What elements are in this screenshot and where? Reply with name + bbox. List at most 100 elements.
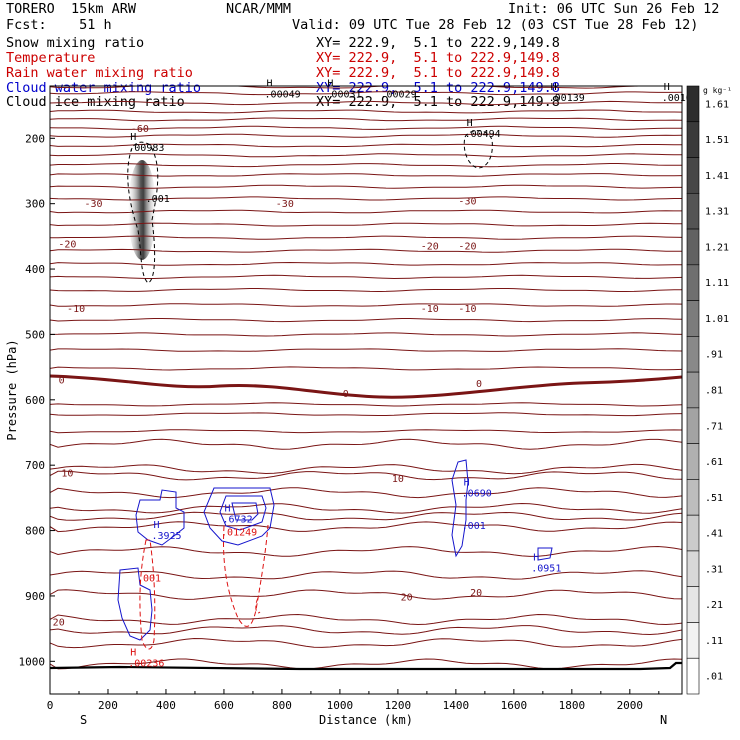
isotherm-line: [50, 248, 682, 253]
extremum-marker: H: [153, 520, 159, 531]
isotherm-line: [50, 303, 682, 307]
x-end-label-north: N: [660, 713, 667, 727]
field-name-rain: Rain water mixing ratio: [6, 65, 193, 81]
isotherm-line: [50, 91, 682, 96]
isotherm-line: [50, 261, 682, 266]
cloud-water-contour: [451, 459, 469, 558]
isotherm-line: [50, 429, 682, 434]
y-tick-label: 800: [25, 525, 45, 538]
isotherm-line: [50, 109, 682, 114]
extremum-value: .00031: [325, 90, 361, 101]
x-tick-label: 1000: [327, 699, 354, 712]
x-end-label-south: S: [80, 713, 87, 727]
extremum-marker: H: [130, 647, 136, 658]
colorbar-label: 1.11: [705, 278, 729, 289]
colorbar: 1.61 1.51 1.41 1.31 1.21 1.11 1.01 .91 .81 .71 .61…: [686, 85, 732, 695]
colorbar-label: 1.01: [705, 314, 729, 325]
ground-line: [50, 661, 682, 671]
x-axis-title: Distance (km): [319, 713, 413, 727]
y-axis-title: Pressure (hPa): [5, 339, 19, 440]
isotherm-line: [50, 288, 682, 293]
colorbar-label: .71: [705, 421, 723, 432]
extremum-marker: H: [467, 118, 473, 129]
cloud-water-contour: [203, 487, 275, 546]
isotherm-line: [50, 412, 682, 417]
forecast-hour: Fcst: 51 h: [6, 17, 112, 33]
colorbar-segment: [686, 622, 700, 659]
colorbar-segment: [686, 443, 700, 480]
extremum-value: .0690: [462, 488, 492, 499]
x-tick-label: 1600: [501, 699, 528, 712]
extremum-marker: H: [224, 503, 230, 514]
colorbar-segment: [686, 121, 700, 158]
isotherm-line: [50, 438, 682, 450]
y-tick-label: 200: [25, 132, 45, 145]
isotherm-line: [50, 184, 682, 189]
isotherm-line: [50, 521, 682, 533]
colorbar-label: 1.51: [705, 135, 729, 146]
isotherm-line: [50, 173, 682, 177]
isotherm-line: [50, 402, 682, 407]
extremum-marker: H: [664, 82, 670, 93]
isotherm-label: 0: [476, 379, 482, 390]
colorbar-label: 1.21: [705, 242, 729, 253]
valid-time: Valid: 09 UTC Tue 28 Feb 12 (03 CST Tue …: [292, 17, 699, 33]
colorbar-label: .41: [705, 529, 723, 540]
colorbar-label: 1.61: [705, 99, 729, 110]
snow-shading-core: [128, 160, 156, 260]
y-tick-label: 400: [25, 263, 45, 276]
colorbar-segment: [686, 336, 700, 373]
isotherm-line: [50, 318, 682, 323]
colorbar-label: .31: [705, 564, 723, 575]
cloud-water-contour: [219, 495, 267, 531]
isotherm-line: [50, 133, 682, 138]
extremum-value: .0951: [531, 564, 561, 575]
extremum-marker: H: [267, 79, 273, 90]
x-tick-label: 200: [98, 699, 118, 712]
isotherm-label: -20: [458, 242, 476, 253]
isotherm-line: [50, 613, 682, 626]
colorbar-segment: [686, 657, 700, 695]
isotherm-line: [50, 502, 682, 514]
isotherm-line: [50, 658, 682, 670]
cloud-ice-contour: [127, 141, 159, 284]
isotherm-line: [50, 570, 682, 580]
colorbar-segment: [686, 586, 700, 623]
x-tick-label: 800: [272, 699, 292, 712]
x-tick-label: 1800: [559, 699, 586, 712]
isotherm-line: [50, 511, 682, 521]
isotherm-line: [50, 235, 682, 240]
cloud-water-contour: [117, 567, 153, 641]
extremum-value: .3925: [151, 531, 181, 542]
isotherm-label: 20: [401, 593, 413, 604]
field-xy-temperature: XY= 222.9, 5.1 to 222.9,149.8: [316, 50, 560, 66]
isotherm-label: 0: [59, 376, 65, 387]
colorbar-label: 1.31: [705, 207, 729, 218]
extremum-marker: H: [551, 82, 557, 93]
zero-isotherm-line: [50, 374, 682, 399]
isotherm-label: 10: [61, 469, 73, 480]
snow-shading: [128, 160, 156, 260]
isotherm-label: -30: [84, 199, 102, 210]
isotherm-label: 10: [392, 474, 404, 485]
rain-water-contour: [255, 597, 261, 614]
hydrometeor-contours: [117, 130, 553, 650]
extremum-value: .01249: [221, 528, 257, 539]
colorbar-segment: [686, 514, 700, 552]
extremum-marker: H: [327, 79, 333, 90]
extremum-value: .00049: [265, 90, 301, 101]
isotherm-label: 20: [53, 618, 65, 629]
isotherm-label: -20: [58, 240, 76, 251]
field-xy-cloud-ice: XY= 222.9, 5.1 to 222.9,149.8: [316, 94, 560, 110]
extremum-value: .00139: [549, 93, 585, 104]
isotherm-line: [50, 545, 682, 557]
model-title: TORERO 15km ARW: [6, 1, 137, 17]
colorbar-label: .11: [705, 636, 723, 647]
colorbar-segment: [686, 407, 700, 444]
extremum-value: .001: [462, 521, 486, 532]
y-tick-label: 700: [25, 459, 45, 472]
colorbar-segment: [686, 550, 700, 588]
colorbar-label: .51: [705, 493, 723, 504]
isotherm-line: [50, 348, 682, 352]
